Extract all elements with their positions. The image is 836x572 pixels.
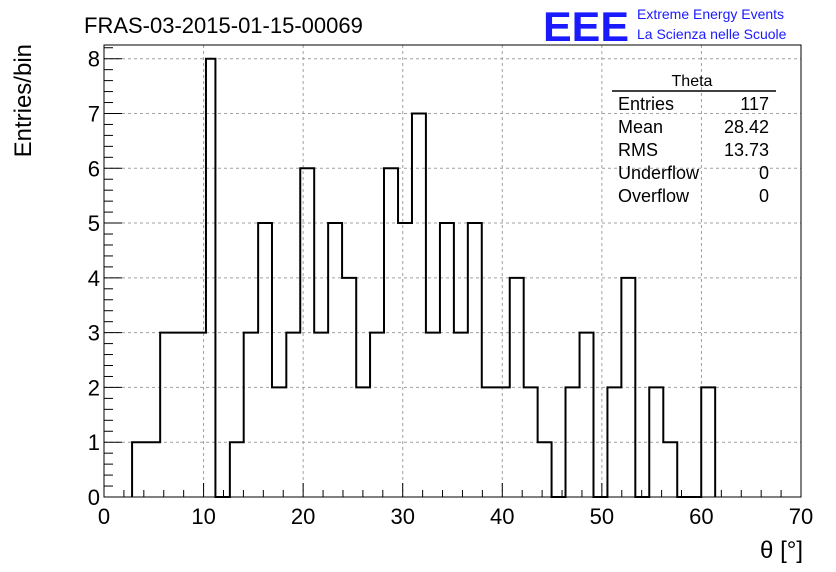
histogram-bin xyxy=(244,333,258,497)
y-tick-label: 1 xyxy=(88,430,100,455)
histogram-bin xyxy=(663,442,677,497)
stats-row-value: 0 xyxy=(759,186,769,206)
histogram-bars xyxy=(131,57,717,498)
y-axis-ticks: 0 1 2 3 4 5 6 7 8 xyxy=(88,47,122,510)
y-tick-label: 7 xyxy=(88,101,100,126)
x-tick-label: 50 xyxy=(590,504,614,529)
run-title: FRAS-03-2015-01-15-00069 xyxy=(84,13,363,38)
histogram-bin xyxy=(524,387,538,497)
eee-logo: EEE Extreme Energy Events La Scienza nel… xyxy=(543,3,787,50)
histogram-bin xyxy=(607,387,621,497)
x-tick-label: 70 xyxy=(789,504,813,529)
stats-row-label: RMS xyxy=(618,140,658,160)
histogram-bin xyxy=(328,223,342,497)
x-tick-label: 40 xyxy=(490,504,514,529)
histogram-bin xyxy=(440,223,454,497)
x-axis-label: θ [°] xyxy=(760,537,803,564)
histogram-bin xyxy=(384,168,398,497)
histogram-bin xyxy=(206,59,215,497)
histogram-bin xyxy=(538,442,552,497)
histogram-bin xyxy=(649,387,663,497)
histogram-bin xyxy=(468,223,482,497)
histogram-bin xyxy=(580,333,594,497)
histogram-bin xyxy=(356,387,370,497)
stats-row-label: Overflow xyxy=(618,186,690,206)
y-axis-label: Entries/bin xyxy=(10,44,37,157)
histogram-bin xyxy=(132,442,160,497)
histogram-bin xyxy=(426,333,440,497)
logo-line-1: Extreme Energy Events xyxy=(637,6,784,22)
histogram-bin xyxy=(454,333,468,497)
x-tick-label: 0 xyxy=(98,504,110,529)
histogram-bin xyxy=(701,387,715,497)
x-tick-label: 10 xyxy=(191,504,215,529)
histogram-bin xyxy=(342,278,356,497)
plot-frame xyxy=(103,44,802,498)
stats-row-label: Mean xyxy=(618,117,663,137)
histogram-bin xyxy=(300,168,314,497)
histogram-bin xyxy=(230,442,244,497)
stats-row-value: 0 xyxy=(759,163,769,183)
y-tick-label: 6 xyxy=(88,156,100,181)
y-tick-label: 2 xyxy=(88,375,100,400)
histogram-bin xyxy=(314,333,328,497)
stats-row-label: Entries xyxy=(618,94,674,114)
histogram-bin xyxy=(370,333,384,497)
histogram-bin xyxy=(510,278,524,497)
logo-mark: EEE xyxy=(543,3,629,50)
stats-row-value: 13.73 xyxy=(724,140,769,160)
x-tick-label: 60 xyxy=(689,504,713,529)
stats-title: Theta xyxy=(672,73,713,90)
stats-rows: Entries 117 Mean 28.42 RMS 13.73 Underflow 0 Ove… xyxy=(618,94,769,206)
x-tick-label: 30 xyxy=(390,504,414,529)
histogram-bin xyxy=(286,333,300,497)
histogram-bin xyxy=(482,387,510,497)
histogram-bin xyxy=(398,223,412,497)
stats-row-value: 117 xyxy=(740,94,769,114)
histogram-bin xyxy=(566,387,580,497)
histogram-outline xyxy=(131,57,717,498)
y-tick-label: 4 xyxy=(88,266,100,291)
y-tick-label: 3 xyxy=(88,321,100,346)
stats-row-label: Underflow xyxy=(618,163,700,183)
x-tick-label: 20 xyxy=(291,504,315,529)
histogram-bin xyxy=(621,278,635,497)
histogram-bin xyxy=(272,387,286,497)
logo-line-2: La Scienza nelle Scuole xyxy=(637,26,787,42)
stats-row-value: 28.42 xyxy=(724,117,769,137)
y-tick-label: 8 xyxy=(88,47,100,72)
x-axis-ticks: 0 10 20 30 40 50 60 70 xyxy=(98,483,813,529)
stats-box: Theta Entries 117 Mean 28.42 RMS 13.73 Underfl… xyxy=(612,73,776,206)
histogram-bin xyxy=(160,333,206,497)
y-tick-label: 5 xyxy=(88,211,100,236)
y-tick-label: 0 xyxy=(88,485,100,510)
histogram-bin xyxy=(412,113,426,497)
histogram-bin xyxy=(258,223,272,497)
